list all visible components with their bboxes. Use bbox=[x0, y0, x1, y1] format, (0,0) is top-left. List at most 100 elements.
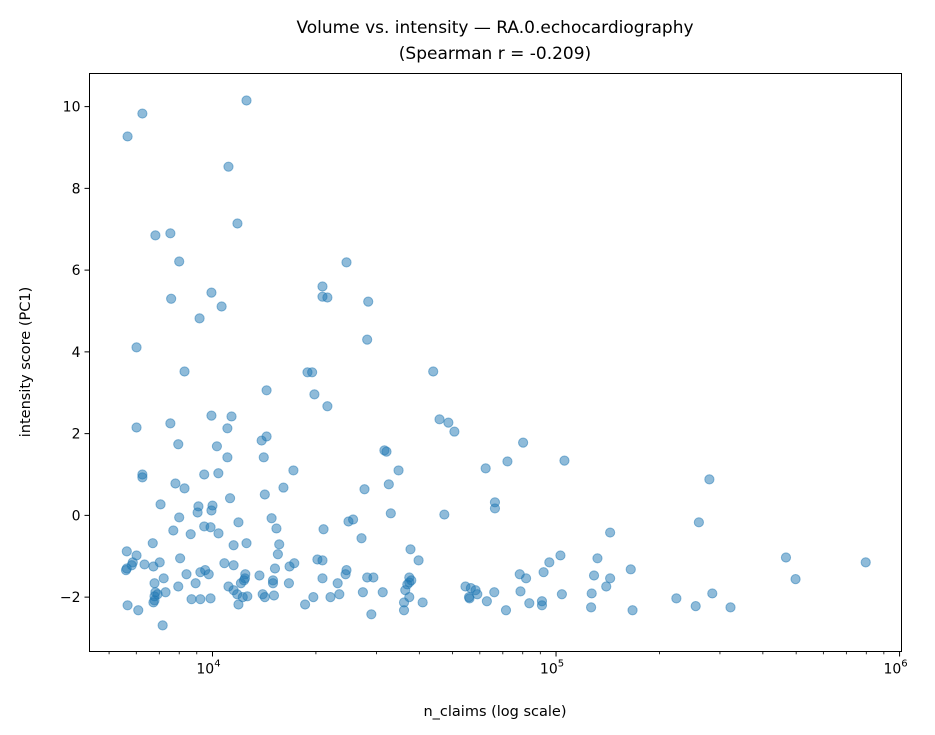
data-point bbox=[393, 465, 404, 476]
data-point bbox=[518, 437, 529, 448]
x-tick-label: 105 bbox=[540, 659, 564, 678]
data-point bbox=[238, 575, 250, 586]
data-point bbox=[439, 509, 450, 520]
y-axis: −2 0 2 4 6 8 10 bbox=[60, 100, 90, 606]
data-point bbox=[199, 469, 210, 480]
data-point bbox=[515, 586, 526, 597]
y-tick-label: 8 bbox=[72, 181, 81, 197]
data-point bbox=[307, 367, 318, 378]
data-point bbox=[213, 528, 224, 539]
data-point bbox=[725, 602, 736, 613]
data-point bbox=[165, 418, 176, 429]
data-point bbox=[219, 558, 230, 569]
data-point bbox=[158, 573, 169, 584]
x-axis: 104 105 106 bbox=[108, 651, 908, 678]
data-point bbox=[283, 578, 295, 589]
data-point bbox=[137, 472, 148, 483]
x-axis-label: n_claims (log scale) bbox=[423, 704, 566, 720]
y-tick-label: 4 bbox=[72, 345, 81, 361]
y-axis-label: intensity score (PC1) bbox=[18, 287, 34, 437]
data-point bbox=[464, 593, 475, 604]
data-point bbox=[195, 567, 206, 578]
data-point bbox=[274, 539, 285, 550]
data-point bbox=[341, 257, 352, 268]
data-point bbox=[206, 505, 217, 516]
data-point bbox=[206, 410, 217, 421]
data-point bbox=[347, 514, 359, 525]
data-point bbox=[405, 544, 416, 555]
data-point bbox=[223, 161, 234, 172]
data-point bbox=[449, 426, 460, 437]
y-tick-label: 2 bbox=[72, 427, 81, 443]
data-point bbox=[502, 456, 513, 467]
data-point bbox=[194, 313, 205, 324]
data-point bbox=[233, 517, 244, 528]
data-point bbox=[322, 401, 333, 412]
data-point bbox=[147, 538, 158, 549]
data-point bbox=[362, 334, 373, 345]
data-point bbox=[359, 484, 370, 495]
y-tick-label: −2 bbox=[60, 590, 81, 606]
data-point bbox=[181, 569, 192, 580]
plot-frame bbox=[89, 73, 902, 652]
data-point bbox=[268, 590, 280, 601]
data-point bbox=[226, 411, 237, 422]
data-point bbox=[605, 527, 616, 538]
data-point bbox=[317, 555, 328, 566]
data-point bbox=[131, 342, 142, 353]
data-point bbox=[174, 256, 185, 267]
data-point bbox=[228, 540, 239, 551]
data-point bbox=[170, 478, 181, 489]
data-point bbox=[228, 560, 239, 571]
data-point bbox=[332, 578, 343, 589]
data-point bbox=[272, 549, 283, 560]
data-point bbox=[254, 570, 265, 581]
data-point bbox=[216, 301, 227, 312]
data-point bbox=[538, 567, 549, 578]
data-point bbox=[592, 553, 603, 564]
chart-title: Volume vs. intensity — RA.0.echocardiogr… bbox=[296, 18, 693, 38]
data-point bbox=[242, 591, 253, 602]
data-point bbox=[309, 389, 320, 400]
data-point bbox=[588, 570, 600, 581]
data-point bbox=[334, 589, 345, 600]
data-point bbox=[195, 594, 206, 605]
data-point bbox=[205, 593, 216, 604]
data-point bbox=[150, 230, 161, 241]
data-point bbox=[206, 287, 217, 298]
data-point bbox=[258, 452, 269, 463]
data-point bbox=[536, 600, 548, 611]
data-point bbox=[278, 482, 289, 493]
data-point bbox=[417, 597, 428, 608]
data-point bbox=[480, 463, 491, 474]
data-point bbox=[173, 581, 184, 592]
data-point bbox=[601, 581, 612, 592]
data-point bbox=[690, 601, 701, 612]
data-point bbox=[366, 609, 377, 620]
data-point bbox=[524, 598, 535, 609]
data-point bbox=[704, 474, 715, 485]
data-point bbox=[185, 529, 196, 540]
data-point bbox=[266, 513, 277, 524]
data-point bbox=[434, 414, 445, 425]
data-point bbox=[559, 455, 570, 466]
data-point bbox=[213, 468, 224, 479]
data-point bbox=[289, 558, 300, 569]
data-point bbox=[149, 578, 160, 589]
data-point bbox=[363, 296, 374, 307]
data-point bbox=[269, 563, 281, 574]
data-point bbox=[385, 508, 396, 519]
data-point bbox=[122, 131, 133, 142]
data-point bbox=[120, 565, 132, 576]
data-point bbox=[165, 228, 176, 239]
data-point bbox=[192, 507, 203, 518]
data-point bbox=[131, 422, 142, 433]
data-point bbox=[317, 281, 328, 292]
y-tick-label: 0 bbox=[72, 508, 81, 524]
data-point bbox=[318, 524, 329, 535]
points-layer bbox=[120, 95, 871, 631]
data-point bbox=[205, 522, 216, 533]
data-point bbox=[222, 452, 233, 463]
data-point bbox=[203, 569, 214, 580]
data-point bbox=[625, 564, 636, 575]
